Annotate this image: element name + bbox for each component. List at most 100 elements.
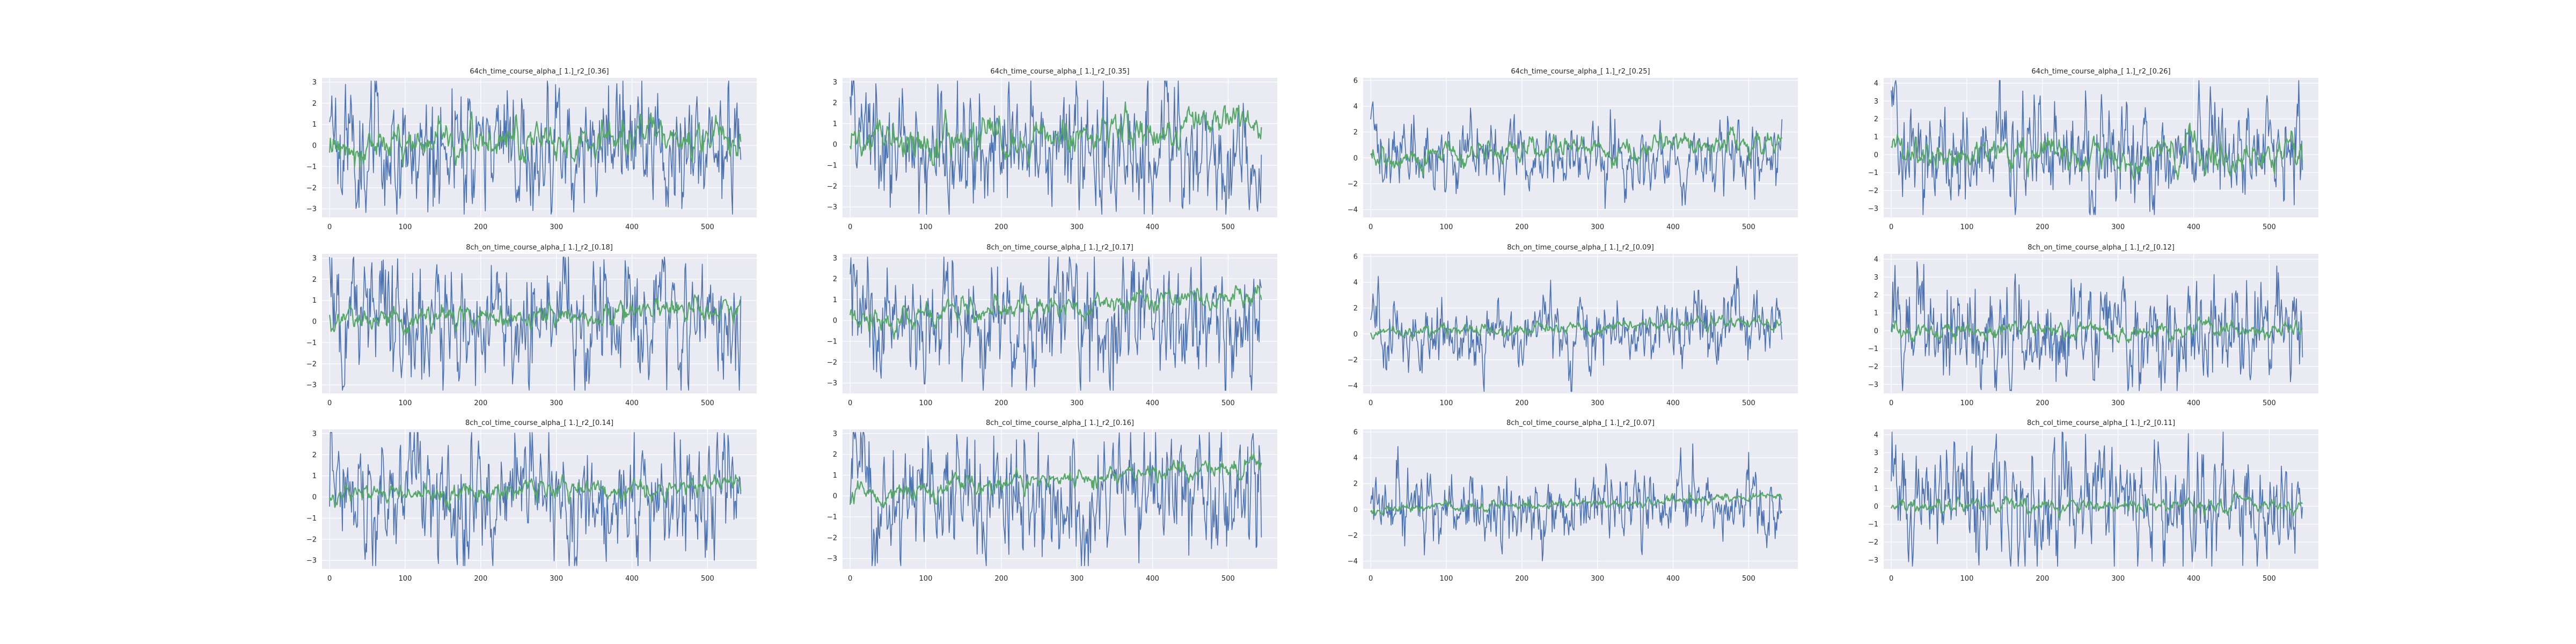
x-tick-label: 500	[1221, 399, 1235, 407]
series-fit-line	[1370, 314, 1783, 340]
y-tick-label: 4	[1353, 454, 1358, 462]
y-tick-label: 0	[1874, 327, 1878, 335]
subplot-3: 0 100 200 300 400 500 −4 −2 0 2 4 6 64ch_time_course…	[1348, 68, 1798, 231]
y-tick-label: 3	[833, 254, 837, 262]
y-tick-label: 4	[1874, 256, 1878, 264]
y-tick-label: 3	[312, 78, 317, 86]
x-tick-label: 300	[1591, 575, 1604, 583]
y-tick-label: 3	[833, 78, 837, 86]
y-tick-label: −3	[1868, 205, 1878, 213]
x-tick-label: 300	[550, 399, 563, 407]
series-fit-line	[329, 111, 742, 169]
x-tick-label: 0	[848, 575, 852, 583]
y-tick-label: −2	[1348, 532, 1358, 540]
x-tick-label: 200	[994, 223, 1008, 231]
y-tick-label: −1	[306, 163, 317, 171]
series-fit-line	[850, 284, 1262, 340]
x-tick-label: 0	[327, 575, 332, 583]
x-tick-label: 400	[625, 575, 639, 583]
subplot-9: 0 100 200 300 400 500 −3 −2 −1 0 1 2 3 8ch_col_time_c…	[306, 419, 757, 583]
y-tick-label: 0	[1353, 155, 1358, 163]
y-tick-label: 1	[1874, 485, 1878, 493]
y-tick-label: 1	[1874, 310, 1878, 318]
x-tick-label: 300	[1070, 575, 1084, 583]
x-tick-label: 300	[1070, 223, 1084, 231]
x-tick-label: 0	[848, 399, 852, 407]
y-tick-label: 2	[312, 276, 317, 284]
x-tick-label: 200	[1515, 223, 1528, 231]
subplot-title: 8ch_col_time_course_alpha_[ 1.]_r2_[0.14…	[465, 419, 613, 427]
x-tick-label: 500	[1742, 575, 1755, 583]
subplot-2: 0 100 200 300 400 500 −3 −2 −1 0 1 2 3 64ch_time_cour…	[827, 68, 1277, 231]
x-tick-label: 400	[2187, 575, 2200, 583]
series-fit-line	[1891, 491, 2303, 518]
y-tick-label: −1	[1868, 169, 1878, 177]
series-fit-line	[1891, 122, 2303, 180]
series-fit-line	[850, 453, 1262, 509]
y-tick-label: 2	[1353, 305, 1358, 313]
y-tick-label: 3	[1874, 98, 1878, 106]
series-signal-line	[329, 80, 742, 215]
x-tick-label: 200	[474, 223, 487, 231]
axes-background	[843, 254, 1277, 393]
series-fit-line	[329, 294, 742, 336]
x-tick-label: 100	[1960, 575, 1974, 583]
series-fit-line	[1370, 126, 1783, 176]
x-tick-label: 100	[399, 223, 412, 231]
series-signal-line	[329, 432, 742, 566]
y-tick-label: 3	[312, 430, 317, 438]
x-tick-label: 100	[1960, 399, 1974, 407]
y-tick-label: 0	[312, 142, 317, 150]
x-tick-label: 400	[1666, 575, 1680, 583]
y-tick-label: 0	[1874, 503, 1878, 511]
x-tick-label: 300	[2111, 399, 2125, 407]
y-tick-label: 2	[833, 451, 837, 459]
x-tick-label: 100	[919, 223, 933, 231]
y-tick-label: −2	[1868, 187, 1878, 195]
x-tick-label: 300	[2111, 223, 2125, 231]
axes-background	[1363, 429, 1798, 569]
x-tick-label: 0	[1368, 575, 1373, 583]
y-tick-label: −2	[827, 534, 837, 542]
x-tick-label: 500	[1221, 575, 1235, 583]
y-tick-label: −2	[1868, 539, 1878, 547]
subplot-8: 0 100 200 300 400 500 −3 −2 −1 0 1 2 3 4 8ch_on_time_c…	[1868, 244, 2318, 407]
x-tick-label: 300	[1591, 223, 1604, 231]
series-fit-line	[1370, 492, 1783, 516]
y-tick-label: 2	[1874, 115, 1878, 123]
series-signal-line	[1370, 443, 1783, 561]
x-tick-label: 200	[2036, 399, 2049, 407]
y-tick-label: −2	[1348, 180, 1358, 188]
x-tick-label: 100	[399, 575, 412, 583]
x-tick-label: 0	[1368, 223, 1373, 231]
subplot-title: 8ch_col_time_course_alpha_[ 1.]_r2_[0.11…	[2027, 419, 2175, 427]
y-tick-label: 1	[312, 472, 317, 480]
y-tick-label: 1	[833, 296, 837, 304]
y-tick-label: 3	[1874, 274, 1878, 282]
series-signal-line	[850, 256, 1262, 391]
y-tick-label: −1	[827, 338, 837, 346]
y-tick-label: −3	[1868, 381, 1878, 389]
y-tick-label: 2	[312, 451, 317, 459]
y-tick-label: 0	[833, 493, 837, 501]
x-tick-label: 500	[701, 223, 714, 231]
y-tick-label: 2	[1874, 291, 1878, 299]
y-tick-label: −2	[827, 182, 837, 191]
x-tick-label: 200	[994, 399, 1008, 407]
series-signal-line	[1891, 431, 2303, 567]
y-tick-label: 1	[312, 297, 317, 305]
x-tick-label: 300	[2111, 575, 2125, 583]
y-tick-label: −2	[306, 536, 317, 544]
y-tick-label: 4	[1874, 80, 1878, 88]
x-tick-label: 100	[919, 575, 933, 583]
x-tick-label: 200	[1515, 575, 1528, 583]
y-tick-label: −3	[827, 379, 837, 387]
y-tick-label: −2	[306, 184, 317, 192]
x-tick-label: 300	[550, 223, 563, 231]
subplot-title: 64ch_time_course_alpha_[ 1.]_r2_[0.35]	[990, 68, 1129, 76]
subplot-10: 0 100 200 300 400 500 −3 −2 −1 0 1 2 3 8ch_col_time_c…	[827, 419, 1277, 583]
x-tick-label: 100	[1440, 223, 1453, 231]
y-tick-label: 6	[1353, 428, 1358, 436]
series-signal-line	[1891, 261, 2303, 391]
